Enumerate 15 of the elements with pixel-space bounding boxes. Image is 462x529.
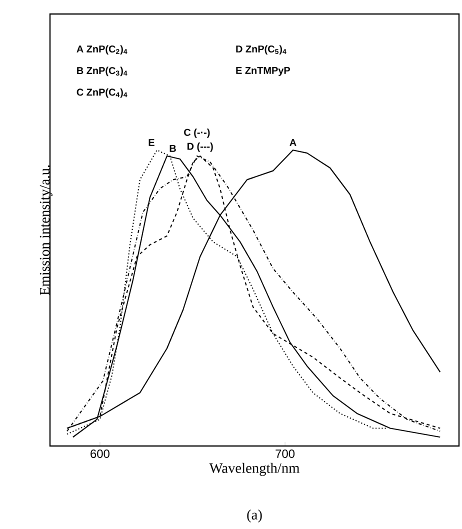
series-label: B — [170, 144, 176, 152]
text: A ZnP(C$_{2}$)$_{4}$ — [76, 45, 128, 54]
x-axis-title: Wavelength/nm — [209, 462, 300, 476]
text: C (-·-) — [184, 128, 210, 138]
series-label: A — [290, 139, 296, 146]
x-tick-label: 700 — [276, 450, 295, 458]
text: D ZnP(C$_{5}$)$_{4}$ — [236, 45, 286, 54]
text: C ZnP(C$_{4}$)$_{4}$ — [76, 88, 128, 98]
text: B ZnP(C$_{3}$)$_{4}$ — [77, 66, 128, 76]
text: (a) — [247, 509, 262, 522]
series-label: D (---) — [187, 142, 213, 152]
series-label: E — [148, 139, 154, 146]
text: E ZnTMPyP — [236, 66, 290, 76]
y-axis-title: Emission intensity/a.u. — [40, 165, 52, 296]
x-tick-label: 600 — [90, 450, 110, 458]
